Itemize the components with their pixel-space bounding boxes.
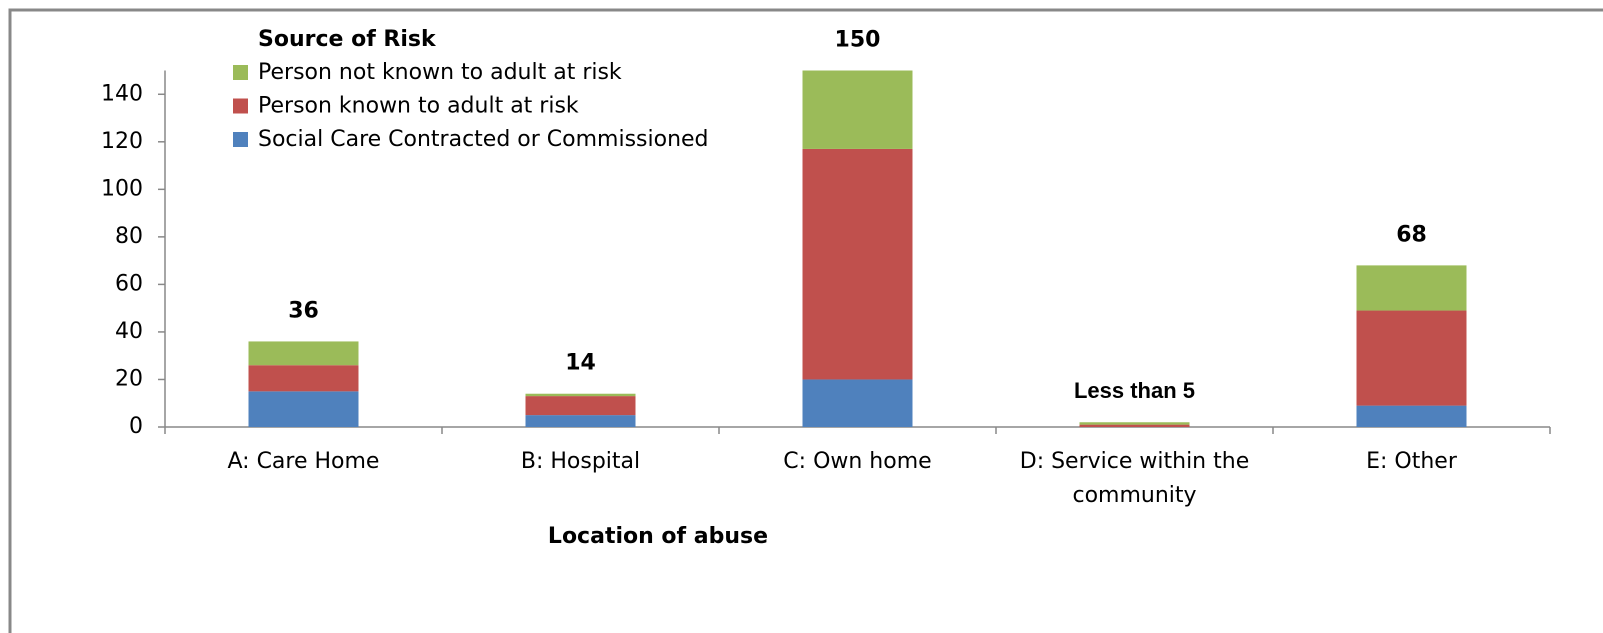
bar-segment xyxy=(248,341,359,366)
x-tick-label-box: B: Hospital xyxy=(520,449,641,474)
legend-label: Person not known to adult at risk xyxy=(258,60,622,85)
y-tick-label: 40 xyxy=(115,319,143,344)
bar-segment xyxy=(802,379,913,427)
x-tick-label-box: E: Other xyxy=(1366,449,1457,474)
legend-swatch xyxy=(233,132,248,147)
x-axis-title: Location of abuse xyxy=(548,524,768,549)
y-tick-label: 140 xyxy=(101,81,143,106)
bar-segment xyxy=(1079,424,1190,427)
bar-segment xyxy=(525,393,636,397)
x-tick-label-box: C: Own home xyxy=(783,449,932,474)
bar-segment xyxy=(525,415,636,427)
y-tick-label: 60 xyxy=(115,271,143,296)
total-label: 150 xyxy=(835,28,881,53)
y-tick-label: 0 xyxy=(129,414,143,439)
legend-swatch xyxy=(233,98,248,114)
total-label: 36 xyxy=(288,298,319,323)
x-tick-label: A: Care Home xyxy=(227,449,380,474)
y-tick-label: 120 xyxy=(101,129,143,154)
legend-label: Social Care Contracted or Commissioned xyxy=(258,127,709,152)
legend-title: Source of Risk xyxy=(258,27,437,52)
bar-segment xyxy=(1356,405,1467,427)
bar-segment xyxy=(525,396,636,416)
x-tick-label: E: Other xyxy=(1366,449,1457,474)
y-tick-label: 100 xyxy=(101,176,143,201)
y-tick-label: 20 xyxy=(115,366,143,391)
total-label: 14 xyxy=(565,351,596,376)
y-tick-label: 80 xyxy=(115,224,143,249)
bar-segment xyxy=(248,391,359,427)
bar-segment xyxy=(1356,310,1467,406)
legend-swatch xyxy=(233,65,248,80)
x-tick-label-box: A: Care Home xyxy=(227,449,380,474)
total-label: 68 xyxy=(1396,222,1427,247)
x-tick-label: B: Hospital xyxy=(520,449,641,474)
bar-segment xyxy=(1356,265,1467,311)
bar-segment xyxy=(1079,422,1190,425)
legend-label: Person known to adult at risk xyxy=(258,94,579,119)
bar-segment xyxy=(802,148,913,380)
x-tick-label: C: Own home xyxy=(783,449,932,474)
x-tick-label: D: Service within the community xyxy=(1019,449,1250,508)
chart-border xyxy=(8,8,1603,633)
bar-segment xyxy=(802,70,913,149)
x-tick-label-box: D: Service within the community xyxy=(1019,449,1250,508)
total-label: Less than 5 xyxy=(1074,378,1195,403)
bar-segment xyxy=(248,365,359,392)
